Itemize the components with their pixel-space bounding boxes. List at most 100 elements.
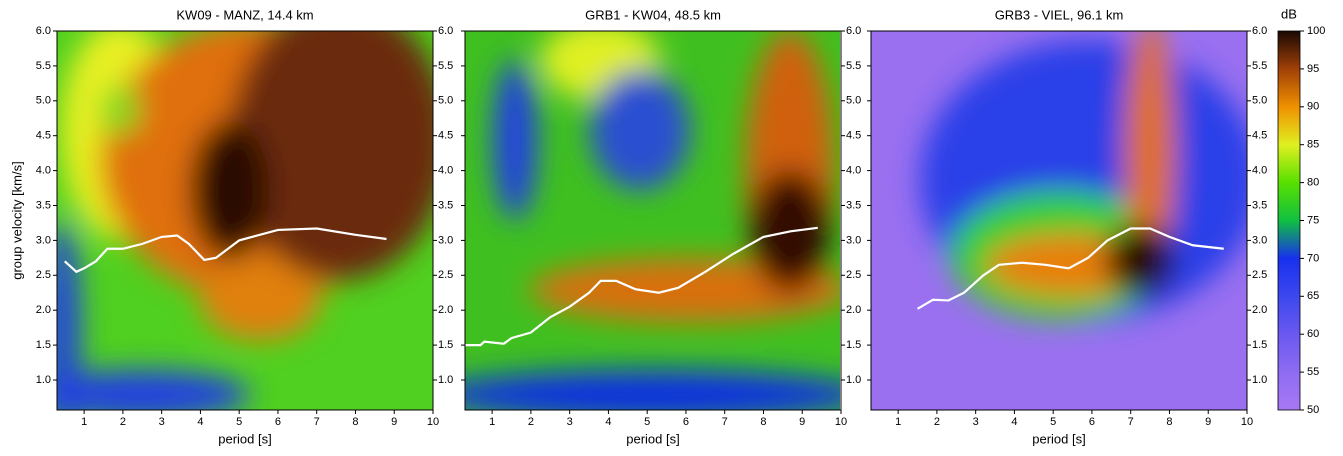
plot-frame (870, 30, 1248, 411)
x-tick-label: 2 (528, 416, 534, 428)
y-axis-label: group velocity [km/s] (9, 161, 24, 280)
y-tick-label: 1.5 (846, 339, 861, 351)
y-tick-label: 3.5 (1252, 199, 1267, 211)
x-tick-label: 4 (197, 416, 203, 428)
y-tick-label: 3.0 (36, 234, 51, 246)
colorbar-tick-label: 90 (1307, 101, 1319, 113)
x-tick-label: 8 (352, 416, 358, 428)
x-tick-label: 1 (895, 416, 901, 428)
y-tick-label: 4.5 (1252, 130, 1267, 142)
y-tick-label: 2.5 (438, 269, 453, 281)
y-tick-label: 1.0 (438, 374, 453, 386)
y-tick-label: 2.0 (1252, 304, 1267, 316)
colorbar-tick-label: 85 (1307, 139, 1319, 151)
y-tick-label: 4.5 (36, 130, 51, 142)
y-tick-label: 2.5 (1252, 269, 1267, 281)
y-tick-label: 4.0 (36, 165, 51, 177)
y-tick-label: 1.0 (846, 374, 861, 386)
y-tick-label: 5.0 (846, 95, 861, 107)
y-tick-label: 5.5 (846, 60, 861, 72)
x-tick-label: 5 (1050, 416, 1056, 428)
y-tick-label: 3.5 (36, 199, 51, 211)
y-tick-label: 1.5 (36, 339, 51, 351)
x-tick-label: 10 (835, 416, 847, 428)
colorbar-tick-label: 75 (1307, 214, 1319, 226)
y-tick-label: 2.0 (438, 304, 453, 316)
y-tick-label: 1.5 (438, 339, 453, 351)
y-tick-label: 5.5 (438, 60, 453, 72)
spectrogram (465, 31, 840, 410)
x-tick-label: 7 (1128, 416, 1134, 428)
colorbar-tick-label: 70 (1307, 252, 1319, 264)
spectrogram (871, 31, 1247, 410)
y-tick-label: 1.0 (36, 374, 51, 386)
x-tick-label: 6 (275, 416, 281, 428)
x-tick-label: 1 (81, 416, 87, 428)
x-tick-label: 2 (934, 416, 940, 428)
x-tick-label: 9 (1205, 416, 1211, 428)
y-tick-label: 3.0 (846, 234, 861, 246)
dispersion-curve (64, 227, 387, 274)
plot-frame (56, 30, 434, 411)
x-axis-label: period [s] (218, 431, 271, 446)
y-tick-label: 3.5 (846, 199, 861, 211)
x-tick-label: 8 (760, 416, 766, 428)
y-tick-label: 4.0 (438, 165, 453, 177)
x-tick-label: 3 (973, 416, 979, 428)
colorbar-label: dB (1281, 6, 1297, 21)
dispersion-curve (465, 226, 818, 347)
x-axis-label: period [s] (1032, 431, 1085, 446)
x-tick-label: 1 (489, 416, 495, 428)
x-tick-label: 4 (605, 416, 611, 428)
y-tick-label: 6.0 (36, 25, 51, 37)
x-tick-label: 9 (799, 416, 805, 428)
x-tick-label: 6 (683, 416, 689, 428)
y-tick-label: 2.5 (36, 269, 51, 281)
x-tick-label: 10 (427, 416, 439, 428)
x-tick-label: 6 (1089, 416, 1095, 428)
y-tick-label: 5.5 (36, 60, 51, 72)
x-axis-label: period [s] (626, 431, 679, 446)
y-tick-label: 2.0 (36, 304, 51, 316)
panel-title: KW09 - MANZ, 14.4 km (176, 7, 313, 22)
y-tick-label: 5.5 (1252, 60, 1267, 72)
x-tick-label: 2 (120, 416, 126, 428)
y-tick-label: 5.0 (36, 95, 51, 107)
x-tick-label: 9 (391, 416, 397, 428)
y-tick-label: 4.5 (438, 130, 453, 142)
y-tick-label: 4.5 (846, 130, 861, 142)
y-tick-label: 1.5 (1252, 339, 1267, 351)
y-tick-label: 2.5 (846, 269, 861, 281)
x-tick-label: 5 (236, 416, 242, 428)
y-tick-label: 6.0 (438, 25, 453, 37)
y-tick-label: 1.0 (1252, 374, 1267, 386)
colorbar-tick-label: 50 (1307, 404, 1319, 416)
colorbar-tick-label: 60 (1307, 328, 1319, 340)
x-tick-label: 7 (314, 416, 320, 428)
x-tick-label: 3 (159, 416, 165, 428)
colorbar-tick-label: 55 (1307, 366, 1319, 378)
x-tick-label: 3 (567, 416, 573, 428)
y-tick-label: 6.0 (846, 25, 861, 37)
y-tick-label: 5.0 (1252, 95, 1267, 107)
panel-title: GRB1 - KW04, 48.5 km (585, 7, 721, 22)
panel-title: GRB3 - VIEL, 96.1 km (995, 7, 1124, 22)
x-tick-label: 5 (644, 416, 650, 428)
y-tick-label: 2.0 (846, 304, 861, 316)
colorbar-tick-label: 65 (1307, 290, 1319, 302)
y-tick-label: 4.0 (1252, 165, 1267, 177)
y-tick-label: 4.0 (846, 165, 861, 177)
colorbar-tick-label: 100 (1307, 25, 1325, 37)
colorbar-tick-label: 95 (1307, 63, 1319, 75)
dispersion-curve (916, 227, 1224, 310)
x-tick-label: 4 (1011, 416, 1017, 428)
y-tick-label: 3.0 (1252, 234, 1267, 246)
y-tick-label: 5.0 (438, 95, 453, 107)
y-tick-label: 3.0 (438, 234, 453, 246)
y-tick-label: 3.5 (438, 199, 453, 211)
x-tick-label: 10 (1241, 416, 1253, 428)
plot-frame (464, 30, 842, 411)
y-tick-label: 6.0 (1252, 25, 1267, 37)
x-tick-label: 7 (722, 416, 728, 428)
